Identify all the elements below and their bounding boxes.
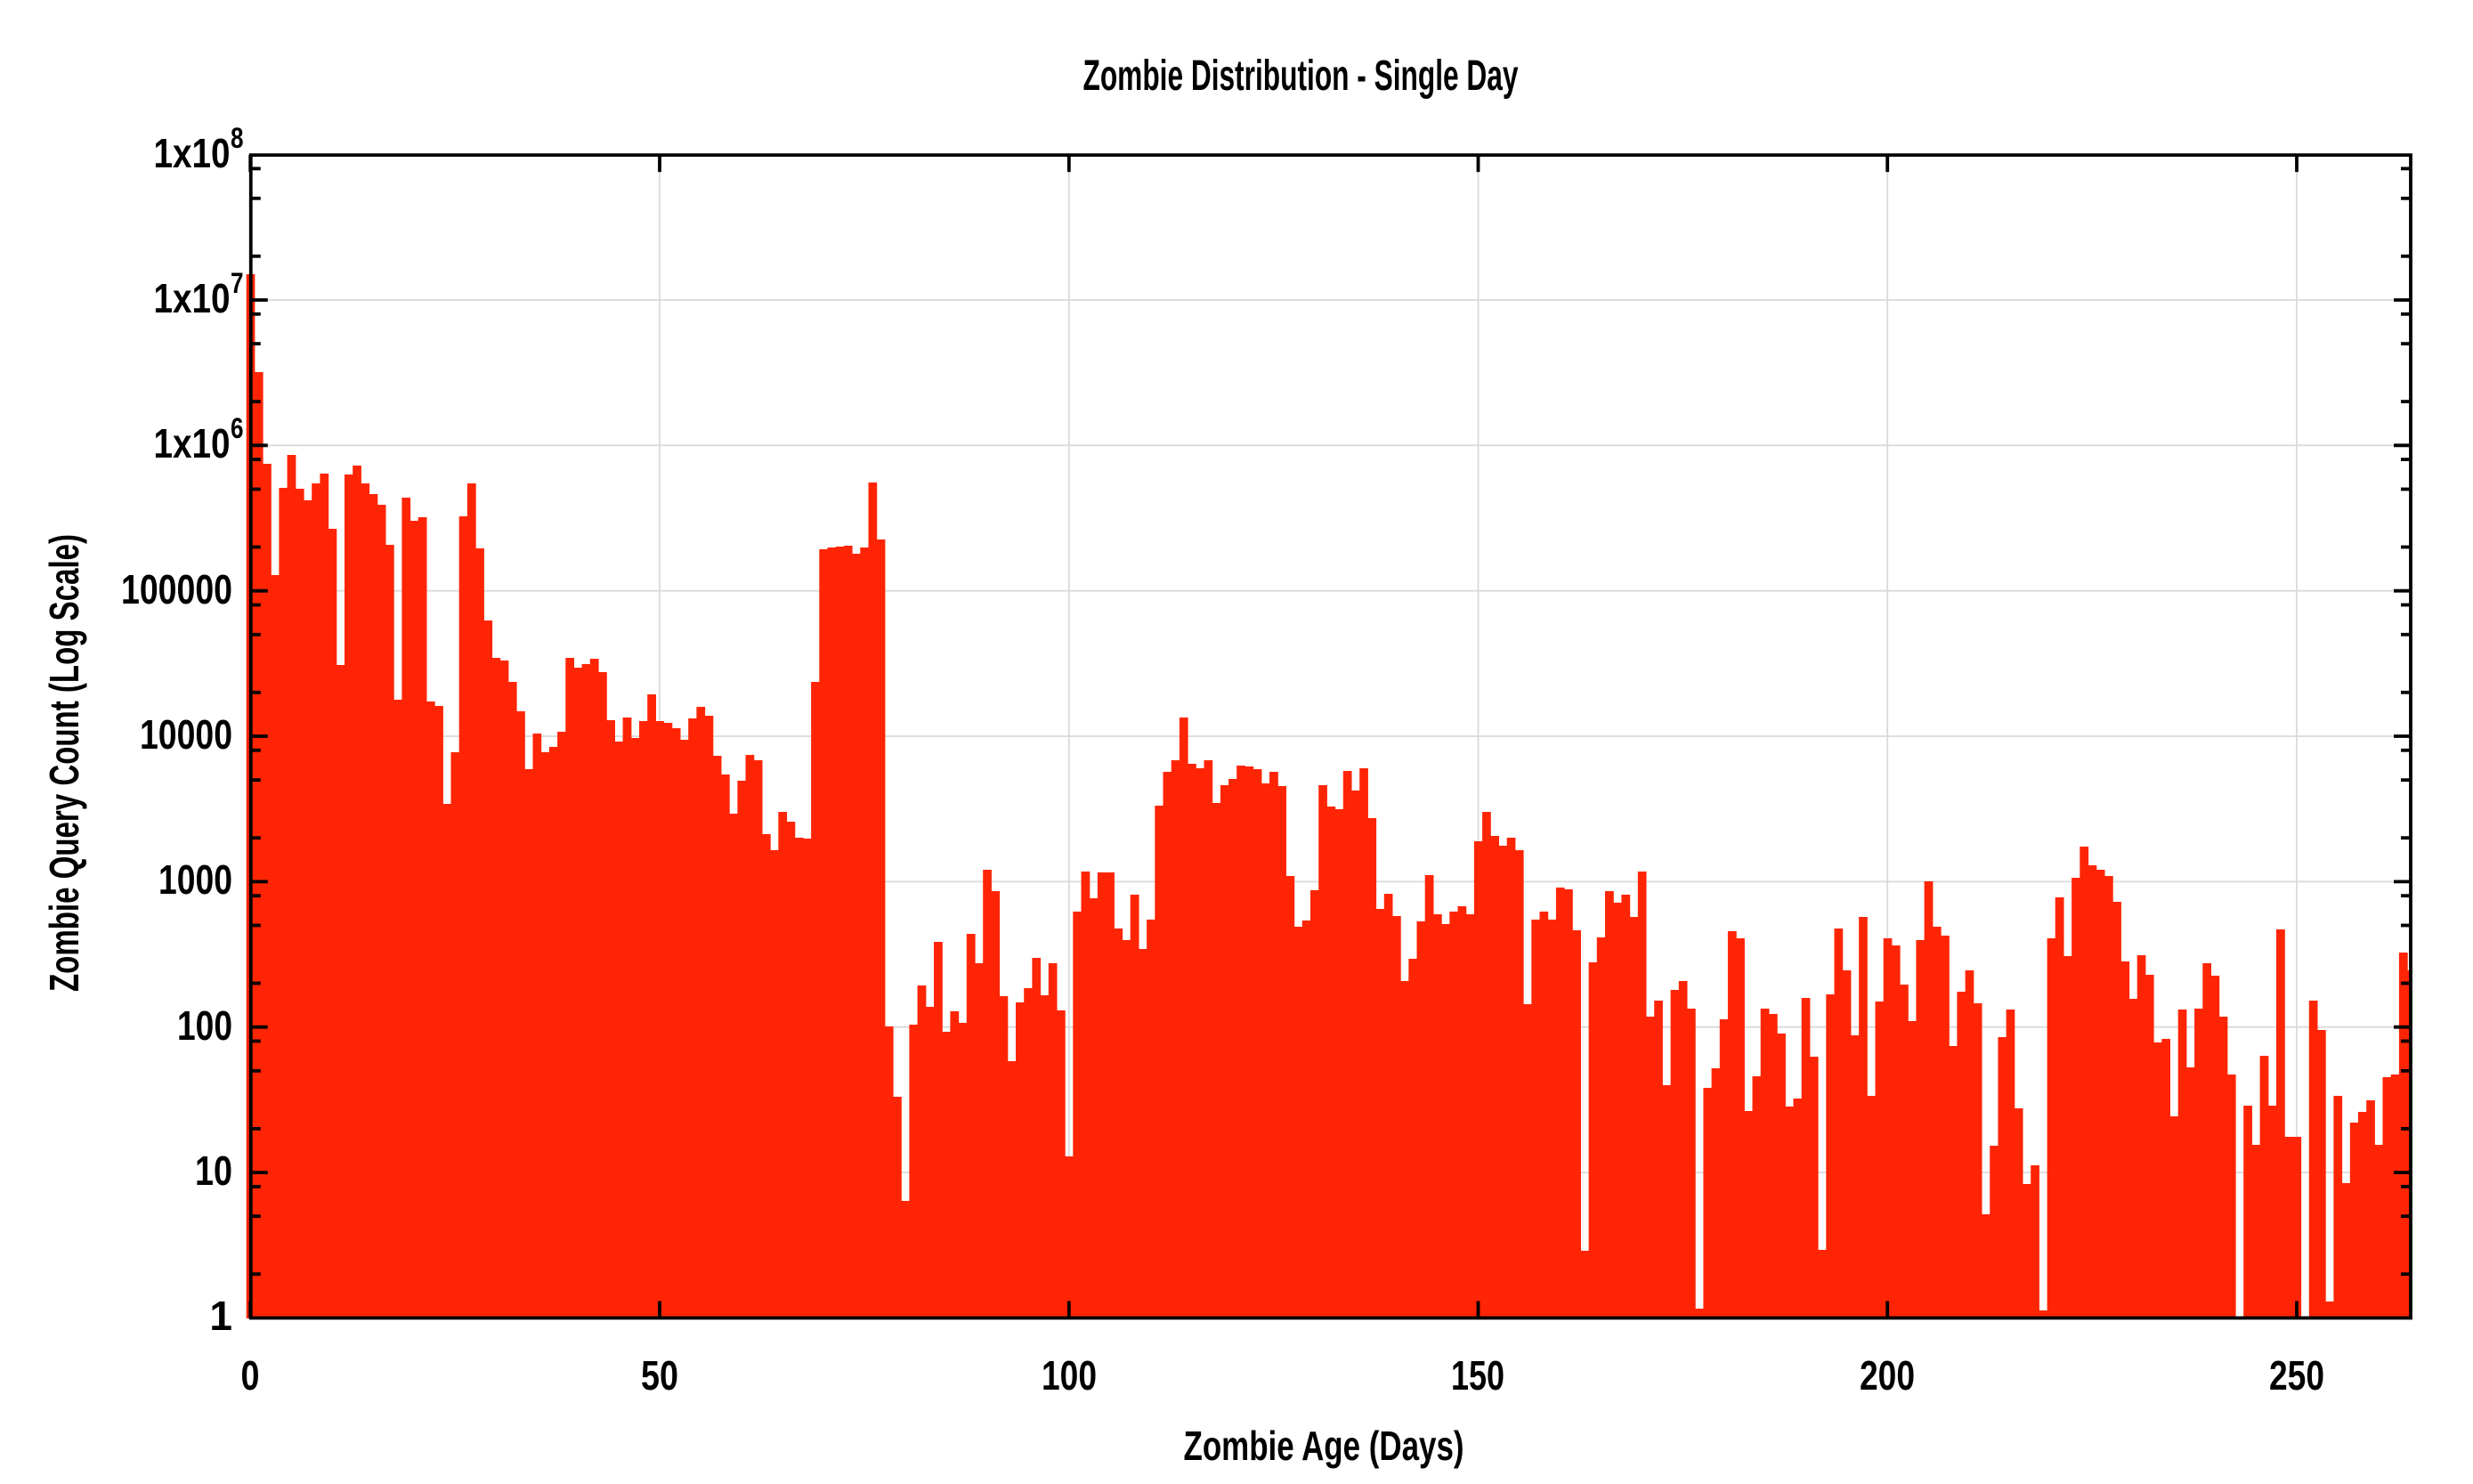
svg-text:1x10: 1x10 xyxy=(154,275,231,321)
svg-text:6: 6 xyxy=(231,412,244,444)
svg-text:100: 100 xyxy=(177,1002,232,1049)
svg-text:1000: 1000 xyxy=(158,856,232,903)
svg-text:Zombie Age (Days): Zombie Age (Days) xyxy=(1184,1423,1464,1469)
svg-text:0: 0 xyxy=(241,1352,260,1399)
svg-text:1x10: 1x10 xyxy=(154,420,231,466)
svg-text:1x10: 1x10 xyxy=(154,130,231,176)
svg-text:Zombie Query Count (Log Scale): Zombie Query Count (Log Scale) xyxy=(41,534,87,992)
svg-text:150: 150 xyxy=(1451,1352,1504,1399)
svg-text:10: 10 xyxy=(195,1147,232,1194)
svg-text:Zombie Distribution - Single D: Zombie Distribution - Single Day xyxy=(1083,53,1519,100)
svg-text:1: 1 xyxy=(209,1293,232,1339)
svg-text:100: 100 xyxy=(1042,1352,1097,1399)
svg-text:10000: 10000 xyxy=(140,711,232,758)
svg-text:50: 50 xyxy=(641,1352,678,1399)
svg-text:7: 7 xyxy=(231,267,244,299)
svg-text:8: 8 xyxy=(231,122,244,154)
svg-text:100000: 100000 xyxy=(121,566,232,612)
svg-text:200: 200 xyxy=(1860,1352,1915,1399)
svg-text:250: 250 xyxy=(2269,1352,2324,1399)
